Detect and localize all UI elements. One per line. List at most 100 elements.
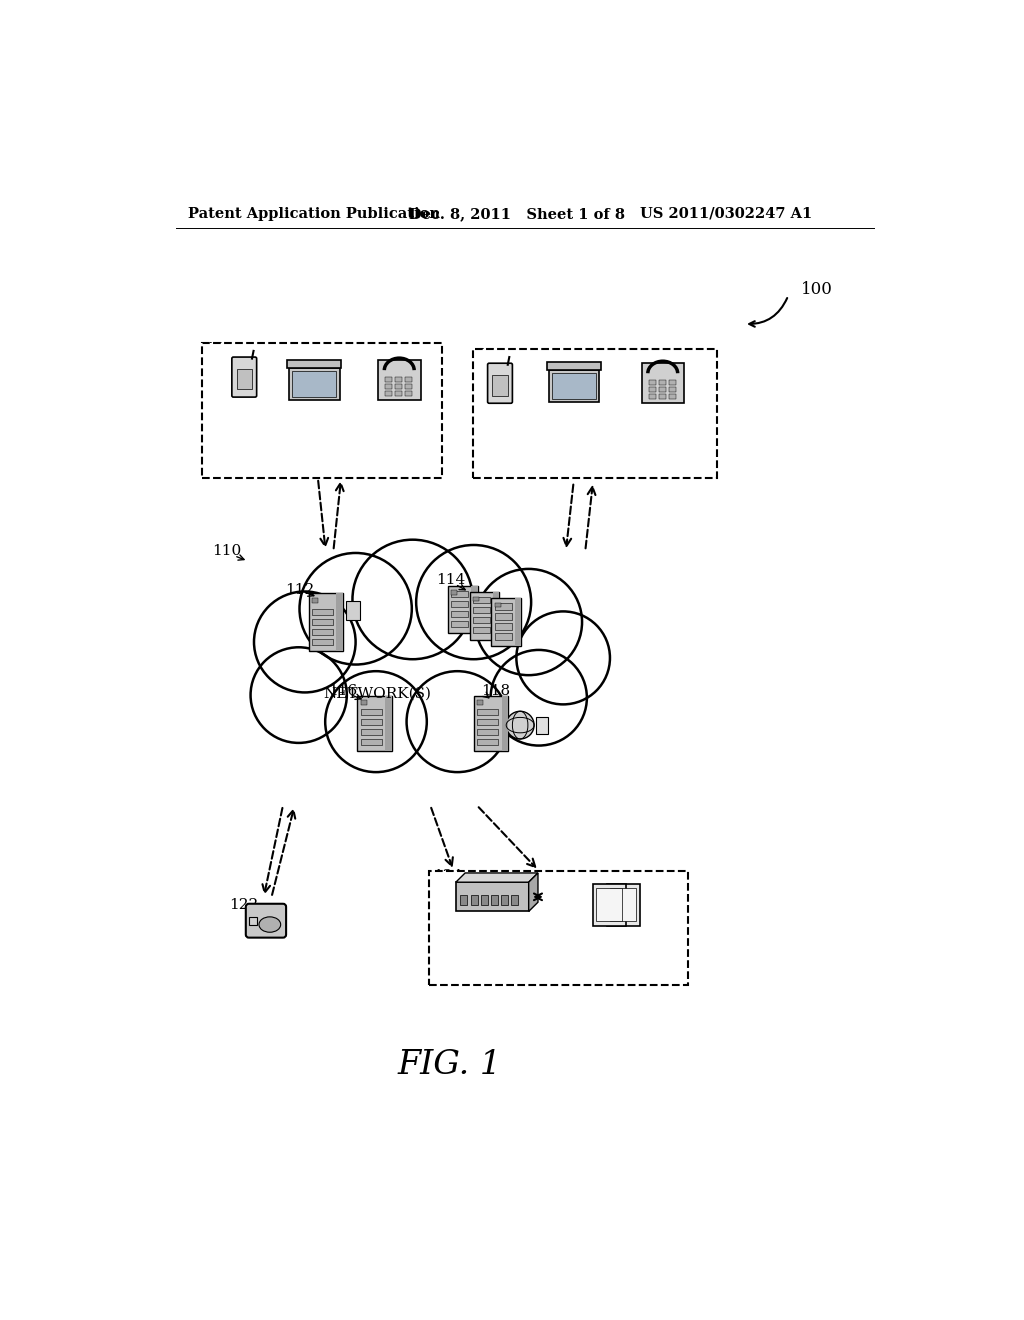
Bar [287,360,341,368]
Bar [452,590,458,595]
Bar [385,384,392,388]
Circle shape [490,649,587,746]
Bar [385,696,391,751]
Bar [360,719,382,725]
Bar [360,739,382,744]
Bar [536,718,548,734]
Bar [202,343,442,478]
Bar [473,350,717,478]
Text: 124: 124 [433,869,463,883]
Text: 110: 110 [212,544,241,558]
Bar [346,601,359,620]
Bar [658,387,666,392]
Bar [501,895,508,906]
Bar [477,729,499,735]
Text: 104: 104 [477,347,506,362]
Circle shape [326,671,427,772]
Bar [308,594,343,651]
Bar [547,363,601,370]
Text: Dec. 8, 2011   Sheet 1 of 8: Dec. 8, 2011 Sheet 1 of 8 [409,207,625,220]
Text: FIG. 1: FIG. 1 [397,1049,502,1081]
Bar [495,603,501,607]
Bar [642,363,684,404]
Bar [406,391,413,396]
Bar [452,601,468,607]
Bar [337,594,343,651]
Bar [461,895,467,906]
Bar [477,739,499,744]
Bar [237,370,252,389]
Bar [452,611,468,618]
Bar [385,378,392,381]
Bar [490,895,498,906]
Bar [473,597,489,603]
Circle shape [254,591,355,693]
Text: 116: 116 [328,684,357,698]
Circle shape [516,611,610,705]
Bar [473,607,489,614]
Bar [360,709,382,715]
Circle shape [416,545,531,659]
Circle shape [251,647,347,743]
Text: 114: 114 [435,573,465,586]
Bar [471,895,477,906]
Bar [511,895,518,906]
Ellipse shape [259,917,281,932]
Bar [311,619,334,626]
Bar [311,628,334,635]
Bar [649,380,655,385]
Text: 118: 118 [481,684,511,698]
Bar [495,614,512,619]
Bar [549,370,599,403]
Bar [593,884,626,927]
Bar [473,597,479,601]
Text: 112: 112 [286,582,314,597]
Bar [406,378,413,381]
Bar [429,871,688,985]
Bar [649,395,655,399]
Bar [395,378,402,381]
Bar [452,622,468,627]
Bar [515,598,521,645]
Bar [311,598,317,603]
Circle shape [407,671,508,772]
Bar [493,591,500,640]
Text: Patent Application Publication: Patent Application Publication [188,207,440,220]
Bar [596,888,623,921]
Bar [471,586,477,634]
Bar [610,888,636,921]
Bar [658,380,666,385]
Text: US 2011/0302247 A1: US 2011/0302247 A1 [640,207,812,220]
Bar [473,618,489,623]
Bar [649,387,655,392]
Bar [395,384,402,388]
Bar [495,603,512,610]
Bar [552,374,596,400]
Bar [669,387,676,392]
Bar [477,719,499,725]
Bar [669,395,676,399]
Text: 122: 122 [228,899,258,912]
Bar [395,391,402,396]
Bar [452,591,468,598]
Bar [357,696,391,751]
Bar [385,391,392,396]
Bar [474,696,508,751]
Circle shape [475,569,582,675]
Polygon shape [456,873,538,882]
Bar [406,384,413,388]
FancyBboxPatch shape [487,363,512,404]
FancyBboxPatch shape [231,358,257,397]
Circle shape [506,711,535,739]
Bar [360,729,382,735]
Bar [449,586,477,634]
Bar [470,591,500,640]
Bar [473,627,489,634]
FancyBboxPatch shape [246,904,286,937]
Bar [360,701,367,705]
Bar [495,634,512,640]
Bar [292,371,337,397]
Bar [658,395,666,399]
Text: 102: 102 [206,342,234,355]
Bar [477,701,483,705]
